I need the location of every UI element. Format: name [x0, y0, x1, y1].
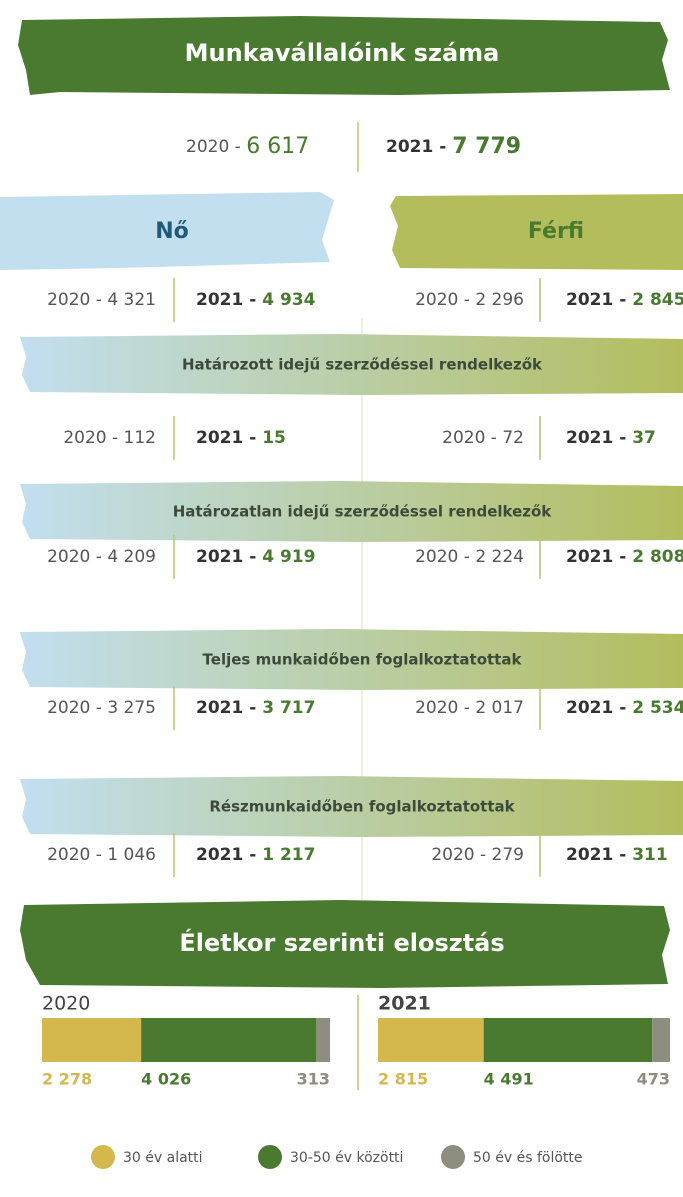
value-2021: 2021 - 2 808: [566, 547, 683, 567]
prefix: 2020 -: [47, 547, 107, 567]
value-2020: 2020 - 2 224: [415, 547, 524, 567]
value: 2 845: [632, 290, 683, 310]
prefix: 2020 -: [47, 845, 107, 865]
value: 3 275: [107, 698, 156, 718]
value: 72: [502, 428, 524, 448]
value-2020: 2020 - 279: [431, 845, 524, 865]
value-2020: 2020 - 4 321: [47, 290, 156, 310]
value-2021: 2021 - 4 919: [196, 547, 315, 567]
bar-segment: [652, 1018, 670, 1062]
prefix: 2021 -: [566, 290, 632, 310]
value-2021: 2021 - 37: [566, 428, 656, 448]
section-title: Határozott idejű szerződéssel rendelkező…: [182, 356, 543, 374]
value-2020: 2020 - 4 209: [47, 547, 156, 567]
section-banner: [20, 481, 683, 542]
male-label: Férfi: [528, 219, 584, 244]
value: 1 217: [262, 845, 315, 865]
legend-label: 50 év és fölötte: [473, 1150, 583, 1166]
value: 2 224: [475, 547, 524, 567]
male-banner: [390, 194, 683, 270]
title: Munkavállalóink száma: [185, 39, 500, 67]
year: 2020: [42, 993, 90, 1015]
value-2021: 2021 - 311: [566, 845, 668, 865]
segment-label: 2 815: [378, 1070, 428, 1089]
bar-segment: [141, 1018, 317, 1062]
value-2020: 2020 - 1 046: [47, 845, 156, 865]
value: 15: [262, 428, 286, 448]
value: 2 534: [632, 698, 683, 718]
value-2020: 2020 - 3 275: [47, 698, 156, 718]
legend-label: 30 év alatti: [123, 1150, 203, 1166]
value-2020: 2020 - 112: [63, 428, 156, 448]
prefix: 2020 -: [415, 698, 475, 718]
value-2021: 2021 - 3 717: [196, 698, 315, 718]
age-banner: [20, 900, 670, 988]
value: 3 717: [262, 698, 315, 718]
bar-segment: [483, 1018, 653, 1062]
section-banner: [20, 334, 683, 395]
value-2021: 2021 - 15: [196, 428, 286, 448]
prefix: 2021 -: [196, 428, 262, 448]
value: 37: [632, 428, 656, 448]
prefix: 2021 -: [196, 547, 262, 567]
legend-swatch: [258, 1145, 282, 1169]
section-banner: [20, 629, 683, 690]
value: 1 046: [107, 845, 156, 865]
prefix: 2021 -: [566, 428, 632, 448]
legend-swatch: [441, 1145, 465, 1169]
prefix: 2020 -: [63, 428, 123, 448]
segment-label: 4 026: [141, 1070, 191, 1089]
value-2020: 2020 - 2 296: [415, 290, 524, 310]
value: 4 934: [262, 290, 315, 310]
legend-label: 30-50 év közötti: [290, 1150, 403, 1166]
value-2021: 2021 - 1 217: [196, 845, 315, 865]
value-2021: 2021 - 2 845: [566, 290, 683, 310]
section-title: Teljes munkaidőben foglalkoztatottak: [203, 651, 523, 669]
section-banner: [20, 776, 683, 837]
prefix: 2021 -: [196, 845, 262, 865]
segment-label: 4 491: [484, 1070, 534, 1089]
female-label: Nő: [155, 219, 189, 244]
prefix: 2020 -: [47, 290, 107, 310]
value: 4 321: [107, 290, 156, 310]
female-banner: [0, 192, 334, 270]
prefix: 2021 -: [196, 698, 262, 718]
segment-label: 2 278: [42, 1070, 92, 1089]
section-title: Határozatlan idejű szerződéssel rendelke…: [173, 503, 553, 521]
bar-segment: [42, 1018, 142, 1062]
segment-label: 473: [637, 1070, 670, 1089]
prefix: 2020 -: [431, 845, 491, 865]
value: 2 808: [632, 547, 683, 567]
prefix: 2020 -: [47, 698, 107, 718]
value: 279: [492, 845, 524, 865]
value: 2 017: [475, 698, 524, 718]
value-2021: 2021 - 4 934: [196, 290, 316, 310]
value-2020: 2020 - 2 017: [415, 698, 524, 718]
prefix: 2021 -: [566, 547, 632, 567]
segment-label: 313: [297, 1070, 330, 1089]
value: 112: [124, 428, 156, 448]
prefix: 2020 -: [415, 547, 475, 567]
prefix: 2021 -: [566, 845, 632, 865]
age-title: Életkor szerinti elosztás: [179, 928, 504, 957]
value-2021: 2021 - 2 534: [566, 698, 683, 718]
year: 2021: [378, 993, 431, 1015]
total-2020: 2020 - 6 617: [186, 134, 309, 159]
value: 4 919: [262, 547, 315, 567]
value: 4 209: [107, 547, 156, 567]
prefix: 2021 -: [566, 698, 632, 718]
section-title: Részmunkaidőben foglalkoztatottak: [209, 798, 515, 816]
legend-swatch: [91, 1145, 115, 1169]
title-banner: [18, 16, 670, 95]
value: 2 296: [475, 290, 524, 310]
bar-segment: [316, 1018, 330, 1062]
total-2021: 2021 - 7 779: [386, 134, 521, 159]
prefix: 2021 -: [196, 290, 262, 310]
value-2020: 2020 - 72: [442, 428, 524, 448]
bar-segment: [378, 1018, 484, 1062]
value: 311: [632, 845, 668, 865]
prefix: 2020 -: [442, 428, 502, 448]
prefix: 2020 -: [415, 290, 475, 310]
